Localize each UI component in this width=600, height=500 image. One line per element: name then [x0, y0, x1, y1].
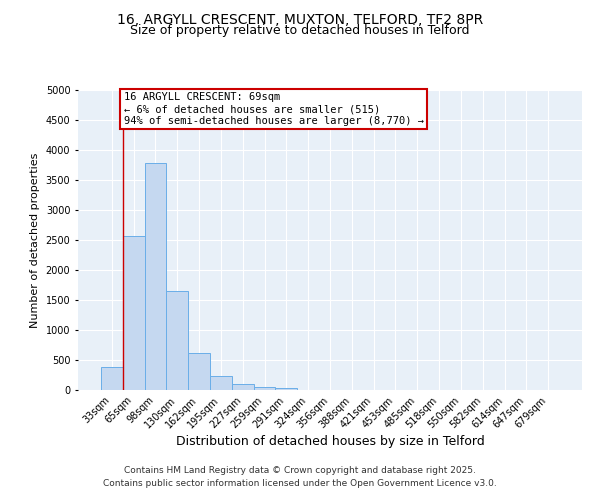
Y-axis label: Number of detached properties: Number of detached properties — [30, 152, 40, 328]
Bar — [254, 386, 275, 390]
Bar — [101, 367, 123, 390]
Bar — [166, 291, 188, 390]
Text: 16, ARGYLL CRESCENT, MUXTON, TELFORD, TF2 8PR: 16, ARGYLL CRESCENT, MUXTON, TELFORD, TF… — [117, 12, 483, 26]
Bar — [232, 384, 254, 390]
Bar — [188, 353, 210, 390]
Text: Contains HM Land Registry data © Crown copyright and database right 2025.
Contai: Contains HM Land Registry data © Crown c… — [103, 466, 497, 487]
Bar — [123, 236, 145, 390]
Text: Size of property relative to detached houses in Telford: Size of property relative to detached ho… — [130, 24, 470, 37]
Text: 16 ARGYLL CRESCENT: 69sqm
← 6% of detached houses are smaller (515)
94% of semi-: 16 ARGYLL CRESCENT: 69sqm ← 6% of detach… — [124, 92, 424, 126]
X-axis label: Distribution of detached houses by size in Telford: Distribution of detached houses by size … — [176, 436, 484, 448]
Bar — [145, 163, 166, 390]
Bar — [275, 388, 297, 390]
Bar — [210, 376, 232, 390]
